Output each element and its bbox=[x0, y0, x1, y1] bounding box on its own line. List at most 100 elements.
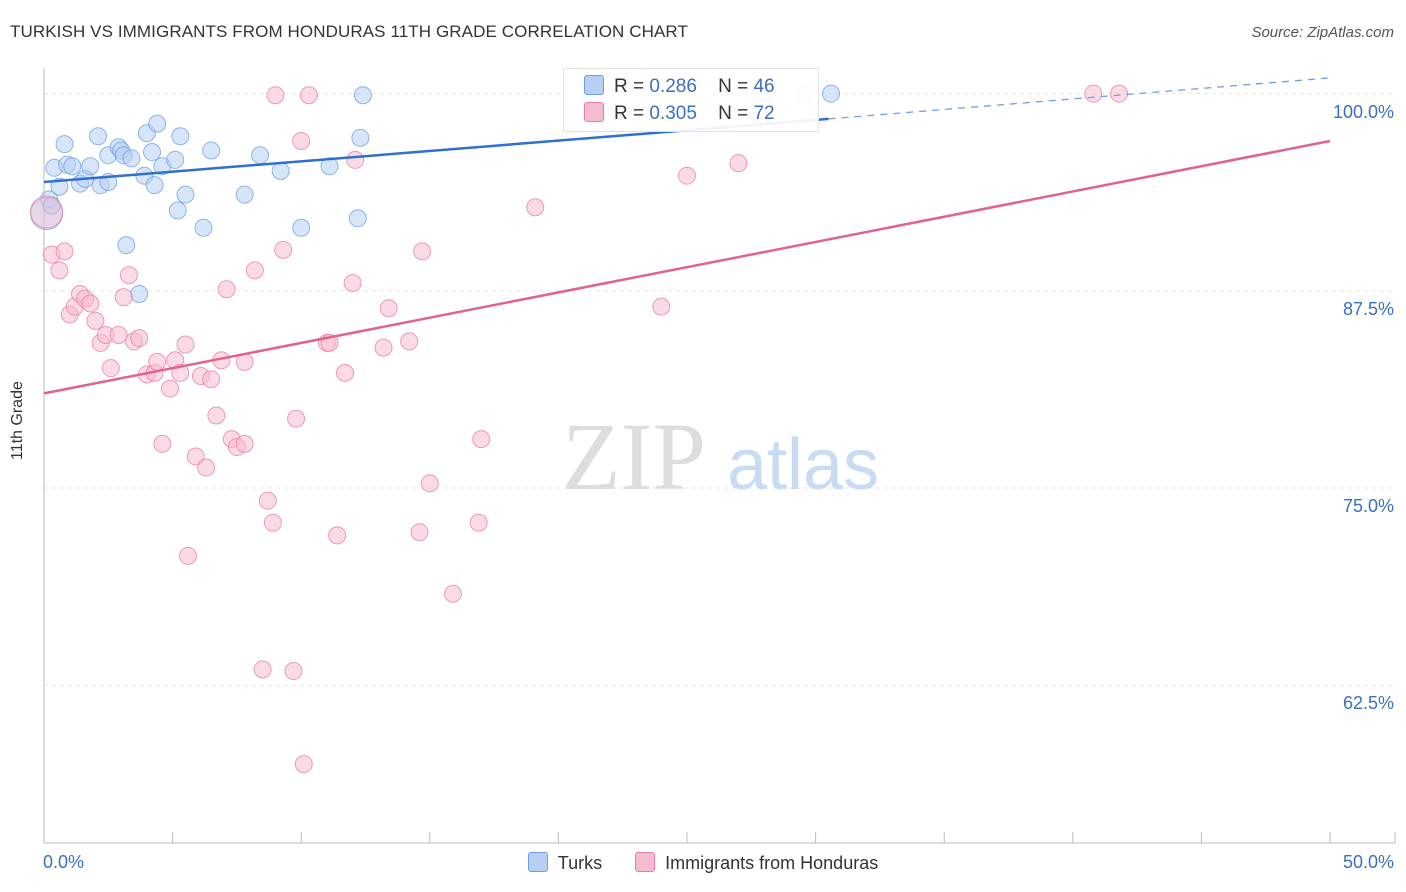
point-honduras bbox=[235, 434, 254, 453]
legend-row-turks: R = 0.286 N = 46 bbox=[584, 75, 775, 99]
point-honduras bbox=[400, 332, 419, 351]
series-honduras bbox=[30, 84, 1129, 774]
point-turks bbox=[348, 209, 367, 228]
point-honduras bbox=[678, 166, 696, 185]
point-honduras bbox=[148, 352, 167, 371]
point-honduras bbox=[1084, 84, 1103, 103]
point-turks bbox=[271, 161, 290, 180]
series-legend-turks: Turks bbox=[527, 852, 603, 874]
point-turks bbox=[202, 141, 221, 160]
point-honduras bbox=[729, 154, 748, 173]
point-honduras bbox=[202, 370, 221, 389]
legend-r-label: R = bbox=[614, 76, 645, 97]
point-turks bbox=[50, 177, 69, 196]
point-honduras bbox=[86, 311, 105, 330]
point-honduras bbox=[294, 755, 313, 774]
point-honduras bbox=[420, 474, 439, 493]
point-honduras bbox=[263, 513, 282, 532]
point-honduras bbox=[469, 513, 488, 532]
point-honduras bbox=[299, 86, 318, 105]
series-name-turks: Turks bbox=[557, 853, 603, 873]
point-turks bbox=[171, 127, 190, 146]
point-turks bbox=[130, 285, 149, 304]
point-turks bbox=[235, 185, 254, 204]
point-honduras bbox=[379, 299, 398, 318]
legend-swatch-honduras bbox=[584, 102, 604, 122]
point-turks bbox=[143, 143, 162, 162]
point-honduras bbox=[253, 660, 272, 679]
legend-swatch-turks bbox=[584, 75, 604, 95]
point-honduras bbox=[130, 329, 149, 348]
legend-n-value-turks: 46 bbox=[753, 76, 775, 97]
point-honduras bbox=[274, 240, 293, 259]
y-tick-label: 62.5% bbox=[1342, 693, 1394, 714]
point-turks bbox=[176, 185, 195, 204]
point-honduras bbox=[161, 379, 180, 398]
point-honduras bbox=[245, 261, 264, 280]
series-layer bbox=[30, 84, 1129, 774]
point-honduras bbox=[153, 434, 172, 453]
legend-r-value-turks: 0.286 bbox=[649, 76, 697, 97]
point-turks bbox=[81, 157, 100, 176]
point-turks bbox=[351, 128, 370, 147]
point-honduras bbox=[114, 288, 133, 307]
point-turks bbox=[822, 84, 841, 103]
series-swatch-honduras bbox=[635, 852, 656, 872]
legend-r-label: R = bbox=[614, 103, 645, 124]
point-turks bbox=[166, 150, 185, 169]
point-turks bbox=[320, 157, 339, 176]
point-turks bbox=[194, 218, 213, 237]
y-tick-label: 100.0% bbox=[1332, 101, 1394, 122]
watermark-atlas: atlas bbox=[727, 425, 879, 505]
point-honduras bbox=[30, 195, 64, 229]
point-turks bbox=[63, 157, 82, 176]
point-honduras bbox=[335, 363, 354, 382]
point-honduras bbox=[526, 198, 545, 217]
point-turks bbox=[148, 114, 167, 133]
point-honduras bbox=[81, 294, 100, 313]
chart-title: TURKISH VS IMMIGRANTS FROM HONDURAS 11TH… bbox=[10, 22, 688, 41]
point-honduras bbox=[217, 280, 236, 299]
point-honduras bbox=[186, 447, 205, 466]
point-honduras bbox=[179, 546, 198, 565]
legend-r-value-honduras: 0.305 bbox=[649, 103, 697, 124]
point-honduras bbox=[197, 458, 216, 477]
point-honduras bbox=[343, 273, 362, 292]
point-honduras bbox=[292, 131, 311, 150]
point-honduras bbox=[374, 338, 393, 357]
watermark-zip: ZIP bbox=[562, 403, 706, 510]
point-honduras bbox=[176, 335, 195, 354]
gridlines bbox=[44, 93, 1395, 686]
series-legend-honduras: Immigrants from Honduras bbox=[635, 852, 878, 874]
point-honduras bbox=[346, 150, 365, 169]
trend-line-honduras bbox=[43, 139, 1331, 395]
point-honduras bbox=[443, 584, 462, 603]
legend-row-honduras: R = 0.305 N = 72 bbox=[584, 102, 775, 126]
point-turks bbox=[251, 146, 270, 165]
y-tick-label: 87.5% bbox=[1342, 298, 1394, 319]
point-honduras bbox=[258, 491, 277, 510]
point-honduras bbox=[109, 326, 128, 345]
y-tick-label: 75.0% bbox=[1342, 496, 1394, 517]
series-name-honduras: Immigrants from Honduras bbox=[665, 853, 879, 873]
point-honduras bbox=[207, 406, 226, 425]
point-honduras bbox=[328, 526, 347, 545]
point-honduras bbox=[413, 242, 432, 261]
x-tick-label-max: 50.0% bbox=[1342, 852, 1394, 872]
x-tick-label-min: 0.0% bbox=[43, 852, 85, 872]
point-honduras bbox=[410, 523, 429, 542]
watermark: ZIP atlas bbox=[562, 403, 879, 510]
legend-n-value-honduras: 72 bbox=[753, 103, 775, 124]
point-turks bbox=[292, 218, 311, 237]
point-honduras bbox=[50, 261, 69, 280]
point-honduras bbox=[284, 662, 303, 681]
point-turks bbox=[353, 86, 372, 105]
stats-legend: R = 0.286 N = 46 R = 0.305 N = 72 bbox=[563, 68, 819, 132]
series-swatch-turks bbox=[527, 852, 548, 872]
point-honduras bbox=[287, 409, 306, 428]
point-turks bbox=[122, 149, 141, 168]
point-turks bbox=[145, 176, 164, 195]
point-honduras bbox=[652, 297, 671, 316]
legend-n-label: N = bbox=[718, 103, 749, 124]
point-turks bbox=[55, 135, 74, 154]
